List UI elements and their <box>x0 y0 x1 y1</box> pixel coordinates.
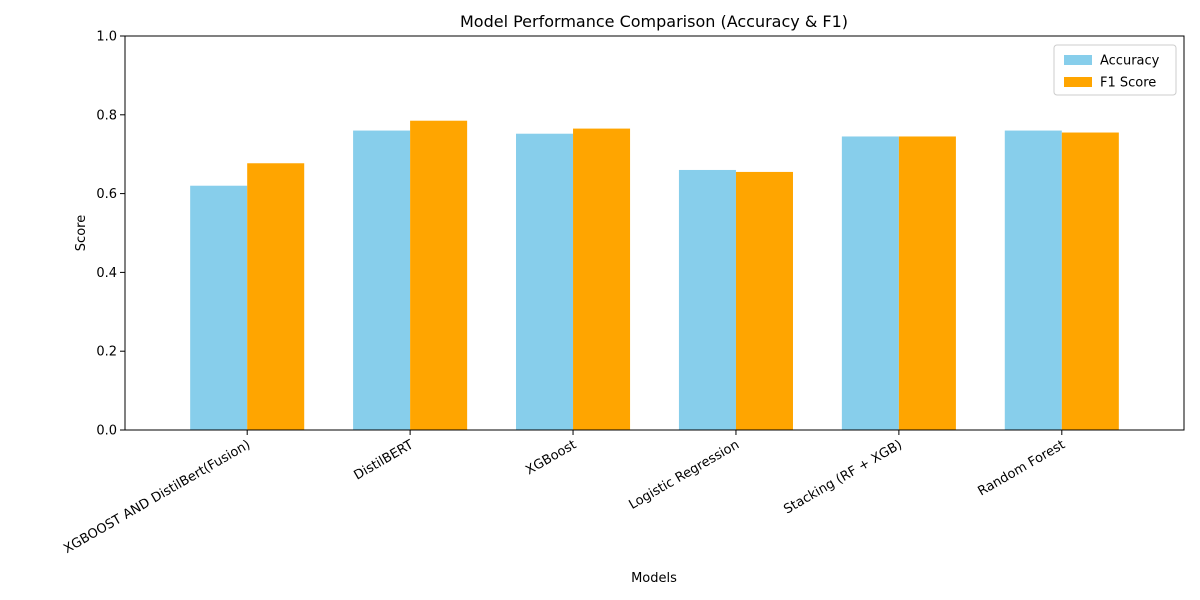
legend-label-1: F1 Score <box>1100 76 1156 91</box>
bars-layer <box>190 120 1119 431</box>
y-tick-label-3: 0.6 <box>96 187 117 202</box>
bar-accuracy-5 <box>1004 130 1062 430</box>
y-axis-title: Score <box>74 215 89 251</box>
x-tick-label-4: Stacking (RF + XGB) <box>781 437 904 517</box>
bar-f1-score-2 <box>573 128 631 430</box>
x-tick-label-3: Logistic Regression <box>626 437 741 512</box>
legend-label-0: Accuracy <box>1100 54 1160 69</box>
chart-title: Model Performance Comparison (Accuracy &… <box>460 12 848 31</box>
legend: Accuracy F1 Score <box>1053 44 1177 96</box>
x-axis-title: Models <box>631 571 677 586</box>
y-tick-label-0: 0.0 <box>96 424 117 439</box>
bar-f1-score-5 <box>1061 132 1119 430</box>
bar-accuracy-2 <box>516 133 574 430</box>
y-tick-label-5: 1.0 <box>96 30 117 45</box>
plot-frame <box>124 35 1185 431</box>
x-tick-label-0: XGBOOST AND DistilBert(Fusion) <box>61 437 253 557</box>
y-tick-label-2: 0.4 <box>96 266 117 281</box>
legend-swatch-0 <box>1064 55 1092 65</box>
bar-f1-score-3 <box>735 171 793 430</box>
bar-accuracy-3 <box>678 169 736 430</box>
bar-accuracy-1 <box>353 130 411 430</box>
y-tick-label-4: 0.8 <box>96 108 117 123</box>
x-tick-label-1: DistilBERT <box>352 437 417 483</box>
y-tick-label-1: 0.2 <box>96 345 117 360</box>
bar-f1-score-1 <box>410 120 468 431</box>
bar-f1-score-4 <box>898 136 956 430</box>
bar-f1-score-0 <box>247 163 305 430</box>
x-tick-label-2: XGBoost <box>523 437 579 478</box>
legend-swatch-1 <box>1064 77 1092 87</box>
bar-accuracy-0 <box>190 185 248 430</box>
x-tick-label-5: Random Forest <box>976 437 1068 499</box>
bar-accuracy-4 <box>841 136 899 430</box>
